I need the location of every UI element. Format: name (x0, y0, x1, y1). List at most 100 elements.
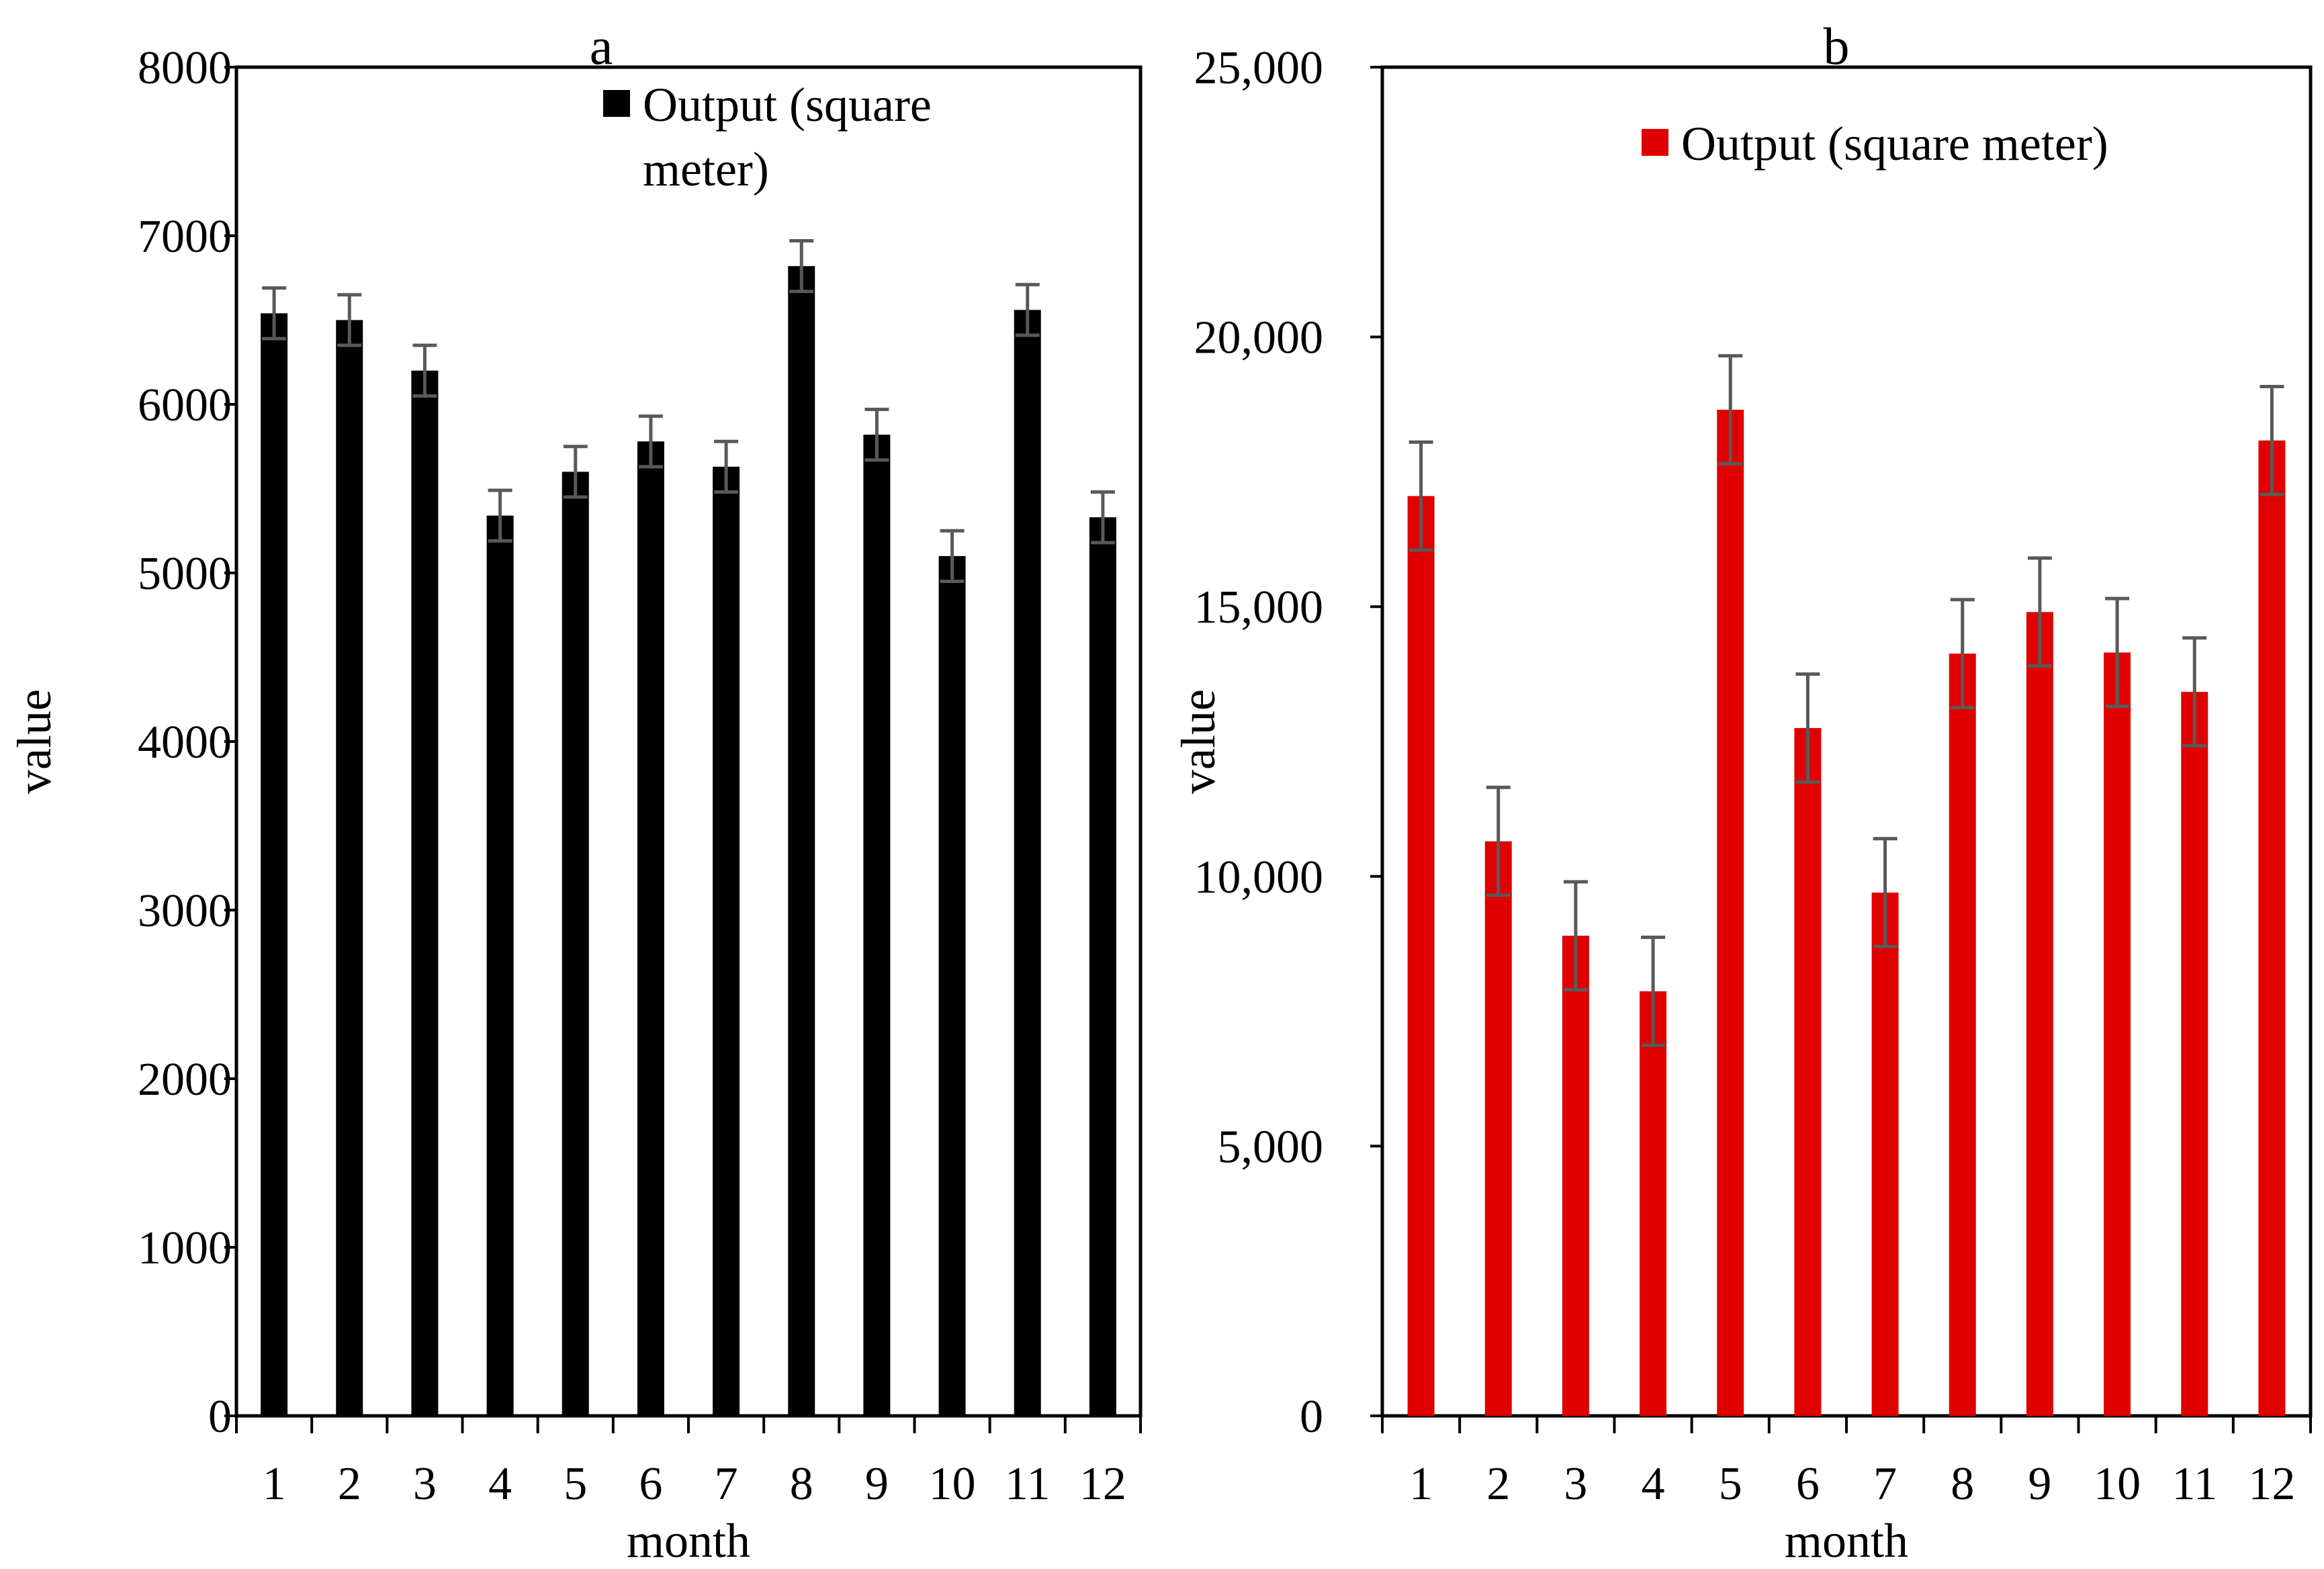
bar-month-2 (1484, 841, 1512, 1416)
bar-month-5 (562, 472, 589, 1416)
y-tick-label: 5000 (138, 548, 232, 600)
x-axis-title: month (1785, 1514, 1908, 1568)
bar-month-7 (1871, 892, 1899, 1416)
x-tick-label: 3 (413, 1458, 437, 1510)
bar-month-1 (1407, 496, 1435, 1417)
error-bar-month-7 (714, 439, 739, 494)
plot-frame (234, 65, 1143, 1418)
y-tick-label: 0 (1300, 1391, 1323, 1443)
bar-month-3 (411, 370, 439, 1416)
y-tick-label: 3000 (138, 885, 232, 937)
bar-month-4 (1640, 991, 1667, 1416)
x-tick-label: 12 (1079, 1458, 1126, 1510)
x-tick-label: 4 (488, 1458, 512, 1510)
x-tick-label: 9 (2028, 1458, 2051, 1510)
error-bar-month-11 (1015, 283, 1040, 337)
plot-frame (1380, 65, 2313, 1418)
bar-month-11 (2181, 692, 2208, 1416)
error-bar-month-1 (1409, 440, 1433, 552)
x-tick-label: 10 (929, 1458, 976, 1510)
y-tick-label: 10,000 (1194, 852, 1324, 903)
x-tick-label: 6 (639, 1458, 662, 1510)
legend-label: Output (square (643, 78, 932, 132)
y-axis-title: value (1171, 689, 1225, 794)
error-bar-month-2 (337, 293, 362, 347)
bar-month-7 (713, 466, 740, 1416)
error-bar-month-5 (563, 445, 588, 499)
legend: Output (square meter) (1642, 117, 2108, 171)
panel-title: b (1824, 17, 1850, 75)
legend-swatch (1642, 129, 1668, 156)
bar-month-8 (1949, 654, 1976, 1417)
bar-month-4 (486, 515, 514, 1417)
error-bar-month-7 (1873, 837, 1897, 948)
error-bar-month-3 (412, 343, 437, 398)
bar-month-10 (938, 555, 966, 1416)
bar-month-6 (1794, 727, 1822, 1416)
error-bar-month-5 (1718, 354, 1743, 465)
error-bar-month-12 (1090, 490, 1115, 545)
bar-month-9 (2026, 612, 2053, 1417)
x-tick-label: 5 (1719, 1458, 1742, 1510)
bar-month-12 (1089, 517, 1116, 1417)
x-tick-label: 5 (564, 1458, 587, 1510)
error-bar-month-10 (940, 529, 965, 584)
error-bar-month-8 (789, 239, 814, 294)
x-tick-label: 3 (1564, 1458, 1587, 1510)
legend-label: Output (square meter) (1681, 117, 2108, 171)
bar-month-2 (336, 320, 363, 1416)
bar-month-8 (788, 266, 815, 1417)
legend-label: meter) (643, 142, 769, 196)
bar-month-11 (1014, 310, 1041, 1417)
x-tick-label: 7 (1873, 1458, 1897, 1510)
y-tick-label: 0 (208, 1391, 232, 1443)
error-bar-month-9 (2027, 556, 2052, 668)
x-tick-label: 10 (2094, 1458, 2141, 1510)
bar-month-1 (261, 313, 288, 1417)
y-tick-label: 15,000 (1194, 582, 1324, 633)
error-bar-month-1 (262, 286, 287, 341)
x-tick-label: 11 (2172, 1458, 2217, 1510)
error-bar-month-4 (1641, 936, 1666, 1047)
error-bar-month-6 (1795, 672, 1820, 784)
panel-title: a (590, 17, 613, 75)
error-bar-month-3 (1563, 880, 1588, 991)
error-bar-month-6 (638, 414, 663, 469)
error-bar-month-8 (1950, 598, 1975, 709)
y-tick-label: 1000 (138, 1222, 232, 1274)
bar-month-12 (2258, 440, 2286, 1416)
y-tick-label: 6000 (138, 379, 232, 431)
legend: Output (square meter) (603, 78, 932, 196)
y-axis-title: value (7, 689, 61, 794)
x-tick-label: 2 (1486, 1458, 1510, 1510)
bar-month-5 (1717, 410, 1744, 1416)
y-tick-label: 4000 (138, 717, 232, 768)
x-tick-label: 8 (790, 1458, 813, 1510)
error-bar-month-12 (2260, 384, 2284, 496)
x-tick-label: 4 (1642, 1458, 1665, 1510)
error-bar-month-11 (2182, 636, 2207, 748)
bar-month-3 (1562, 936, 1589, 1416)
error-bar-month-4 (488, 488, 512, 543)
x-tick-label: 6 (1796, 1458, 1820, 1510)
error-bar-month-2 (1486, 785, 1511, 897)
bar-month-6 (637, 441, 664, 1416)
bar-month-9 (863, 435, 891, 1417)
x-tick-label: 2 (338, 1458, 361, 1510)
x-tick-label: 12 (2248, 1458, 2295, 1510)
x-tick-label: 1 (263, 1458, 286, 1510)
x-tick-label: 7 (715, 1458, 738, 1510)
x-tick-label: 1 (1409, 1458, 1433, 1510)
error-bar-month-9 (864, 408, 889, 462)
error-bar-month-10 (2105, 596, 2130, 709)
y-tick-label: 5,000 (1218, 1121, 1324, 1173)
x-axis-title: month (627, 1514, 750, 1568)
x-tick-label: 11 (1005, 1458, 1050, 1510)
y-tick-label: 25,000 (1194, 42, 1324, 94)
bar-month-10 (2104, 652, 2131, 1417)
x-tick-label: 8 (1951, 1458, 1974, 1510)
y-tick-label: 2000 (138, 1054, 232, 1106)
